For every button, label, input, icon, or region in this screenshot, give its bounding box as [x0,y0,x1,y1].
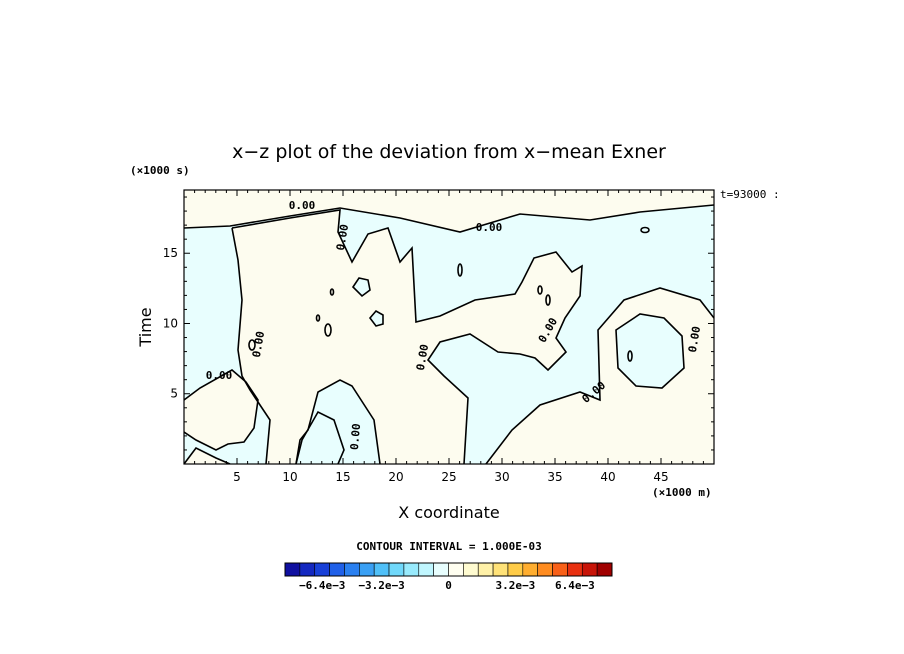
colorbar [284,562,613,577]
colorbar-tick-label: 3.2e−3 [496,579,536,592]
colorbar-tick-label: 0 [445,579,452,592]
contour-label: 0.00 [250,330,267,358]
contour-interval-label: CONTOUR INTERVAL = 1.000E-03 [356,540,541,553]
contour-label: 0.00 [476,221,503,234]
colorbar-swatch [359,562,375,577]
contour-blob-9 [545,294,551,306]
colorbar-swatch [537,562,553,577]
axis-ticks [184,190,714,464]
contour-island-4 [368,309,384,327]
colorbar-labels: −6.4e−3 −3.2e−3 0 3.2e−3 6.4e−3 [299,579,595,592]
contour-label: 0.00 [334,223,351,251]
colorbar-swatch [388,562,405,577]
colorbar-tick-label: 6.4e−3 [555,579,595,592]
plot-area: 0.00 0.00 0.00 0.00 0.00 0.00 0.00 0.00 … [184,190,714,464]
colorbar-swatch [433,562,449,577]
positive-region-bottom-left [184,448,230,464]
negative-island-2 [296,412,344,464]
colorbar-swatch [581,562,598,577]
x-tick-labels: 5 10 15 20 25 30 35 40 45 [233,470,668,484]
y-tick-label: 10 [163,316,178,330]
colorbar-swatch [552,562,568,577]
contour-label: 0.00 [289,199,316,212]
chart-title: x−z plot of the deviation from x−mean Ex… [232,141,666,163]
colorbar-swatch [299,562,316,577]
positive-region-top [184,190,714,232]
colorbar-swatch [448,562,464,577]
contour-island-1 [615,313,685,389]
x-tick-label: 40 [600,470,615,484]
contour-blob-5 [329,288,335,296]
contour-label: 0.00 [348,423,363,451]
colorbar-swatch [373,562,390,577]
contour-island-2 [295,410,345,464]
y-tick-labels: 5 10 15 [163,246,178,401]
x-tick-label: 35 [547,470,562,484]
x-tick-label: 15 [335,470,350,484]
contour-line-central [231,209,583,464]
contour-blob-8 [248,339,256,351]
contour-blob-1 [457,263,463,277]
y-tick-label: 15 [163,246,178,260]
colorbar-swatch [596,562,613,577]
contour-blob-3 [537,285,543,295]
colorbar-swatch [463,562,479,577]
colorbar-tick-label: −3.2e−3 [358,579,404,592]
colorbar-swatch [329,562,345,577]
colorbar-swatch [403,562,420,577]
x-tick-label: 25 [441,470,456,484]
x-tick-label: 30 [494,470,509,484]
contour-label: 0.00 [414,343,431,371]
contour-label: 0.00 [206,369,233,382]
colorbar-tick-label: −6.4e−3 [299,579,345,592]
x-tick-label: 5 [233,470,241,484]
contour-line-left [184,369,259,451]
x-axis-label: X coordinate [398,503,499,522]
colorbar-swatch [477,562,494,577]
x-tick-label: 10 [282,470,297,484]
y-axis-label: Time [136,307,155,347]
colorbar-swatch [284,562,301,577]
x-tick-label: 20 [388,470,403,484]
contour-lines [184,204,714,464]
contour-blob-4 [627,350,633,362]
x-unit-label: (×1000 m) [652,486,712,499]
x-tick-label: 45 [653,470,668,484]
negative-island-3 [353,278,370,296]
y-unit-label: (×1000 s) [130,164,190,177]
contour-line-bottom-left [184,446,231,464]
negative-island-1 [616,314,684,388]
time-label: t=93000 : [720,188,780,201]
colorbar-swatch [314,562,330,577]
contour-line-top [184,204,714,233]
positive-region-left [184,370,258,450]
y-tick-label: 5 [170,387,178,401]
colorbar-frame [284,562,613,577]
positive-region-central [232,210,582,464]
colorbar-swatch [507,562,524,577]
colorbar-swatch [522,562,538,577]
contour-island-3 [351,277,371,298]
contour-blob-7 [324,323,332,337]
colorbar-swatch [567,562,583,577]
contour-blob-2 [640,226,650,234]
colorbar-swatch [418,562,434,577]
contour-line-bottom-right [485,287,714,464]
colorbar-swatch [344,562,360,577]
contour-blob-6 [315,314,321,322]
contour-label: 0.00 [686,325,703,353]
contour-labels: 0.00 0.00 0.00 0.00 0.00 0.00 0.00 0.00 … [206,199,704,450]
colorbar-swatch [492,562,509,577]
